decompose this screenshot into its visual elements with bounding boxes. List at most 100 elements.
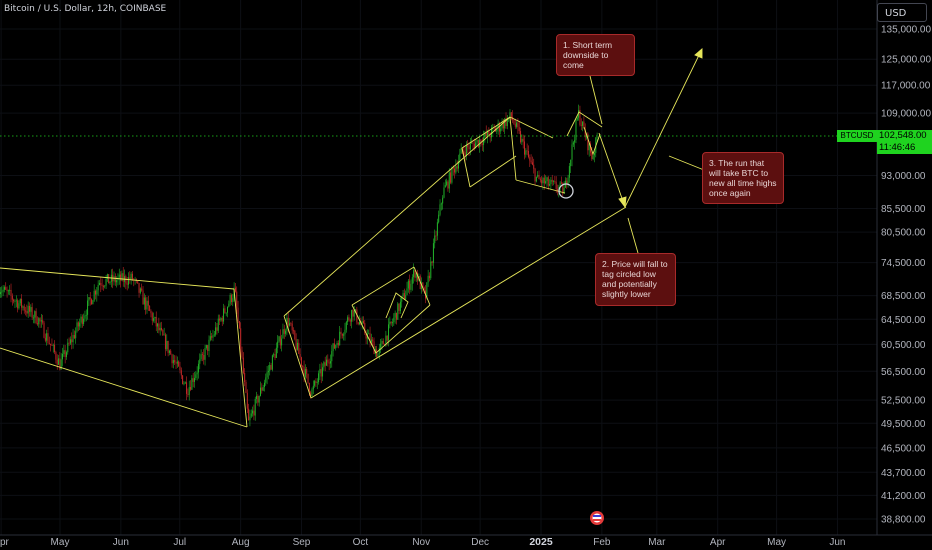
candle-body [325,359,327,366]
candle-body [60,359,62,370]
candle-body [537,174,539,177]
candle-body [175,362,177,364]
price-tick-label: 74,500.00 [881,258,926,269]
candle-body [596,137,598,138]
candle-body [572,142,574,145]
upper-channel-left [461,147,471,188]
candle-body [568,166,570,178]
candle-body [249,416,251,421]
candle-body [88,297,90,301]
candle-body [431,261,433,263]
candle-body [19,298,21,304]
candle-body [394,312,396,318]
candle-body [105,278,107,286]
candle-body [502,121,504,129]
candle-body [580,124,582,126]
price-tick-label: 41,200.00 [881,491,926,502]
candle-body [27,305,29,314]
note-3-callout[interactable]: 3. The run that will take BTC to new all… [702,152,784,204]
candle-body [274,354,276,358]
candle-body [256,395,258,399]
candle-body [406,288,408,296]
candle-body [337,342,339,346]
candle-body [471,142,473,144]
candle-body [39,318,41,322]
candle-body [348,317,350,321]
price-axis[interactable]: 135,000.00 125,000.00 117,000.00 109,000.00… [881,25,931,526]
candle-body [303,366,305,377]
candle-body [77,322,79,327]
box-left-line [509,116,517,181]
candle-body [34,311,36,318]
candle-body [331,351,333,362]
circled-low-marker [558,183,574,199]
candle-body [52,344,54,346]
candle-body [79,322,81,327]
candle-body [353,310,355,317]
flag-icon[interactable] [590,511,604,525]
price-tick-label: 93,000.00 [881,171,926,182]
time-tick-label: May [767,537,786,548]
candle-body [341,334,343,336]
candle-body [357,322,359,325]
candle-body [571,144,573,160]
note1-pointer [589,75,603,125]
channel-lower-line [310,206,627,399]
candle-body [521,138,523,143]
candle-body [534,168,536,182]
gridlines [0,0,877,535]
candle-body [109,281,111,284]
time-tick-label: Dec [471,537,489,548]
candle-body [506,118,508,126]
candle-body [10,289,12,296]
candle-body [299,353,301,358]
candle-body [42,320,44,323]
candle-body [32,317,34,319]
candle-body [282,329,284,339]
candle-body [300,357,302,366]
candle-body [174,360,176,363]
price-tick-label: 85,500.00 [881,204,926,215]
drawing-lines [0,48,705,428]
candle-body [310,392,312,397]
candle-body [234,287,236,292]
candle-body [127,277,129,285]
candle-body [126,283,128,285]
candle-body [35,311,37,324]
candle-body [17,300,19,309]
candle-body [277,341,279,348]
candle-body [153,318,155,321]
candle-body [73,335,75,339]
candle-body [455,166,457,173]
candle-body [490,127,492,138]
candle-body [377,353,379,357]
candle-body [520,131,522,143]
currency-button[interactable]: USD [877,3,927,22]
candle-body [550,179,552,185]
candle-body [322,367,324,377]
candle-body [311,389,313,397]
candle-body [409,280,411,290]
candle-body [129,277,131,280]
note-1-callout[interactable]: 1. Short term downside to come [556,34,635,76]
candle-body [588,143,590,151]
note2-pointer [627,217,639,254]
candle-body [370,339,372,343]
candle-body [298,342,300,354]
candle-body [171,354,173,364]
note-2-callout[interactable]: 2. Price will fall to tag circled low an… [595,253,676,306]
candle-body [294,330,296,340]
candle-body [58,358,60,365]
candle-body [500,128,502,132]
candle-body [438,214,440,223]
candle-body [345,321,347,330]
candle-body [407,280,409,289]
candle-body [164,334,166,350]
candle-body [59,358,61,370]
candle-body [510,112,512,117]
candle-body [147,300,149,306]
time-axis[interactable]: Apr May Jun Jul Aug Sep Oct Nov Dec 2025 Feb Mar Apr… [0,536,846,548]
candle-body [472,142,474,144]
candle-body [483,137,485,145]
